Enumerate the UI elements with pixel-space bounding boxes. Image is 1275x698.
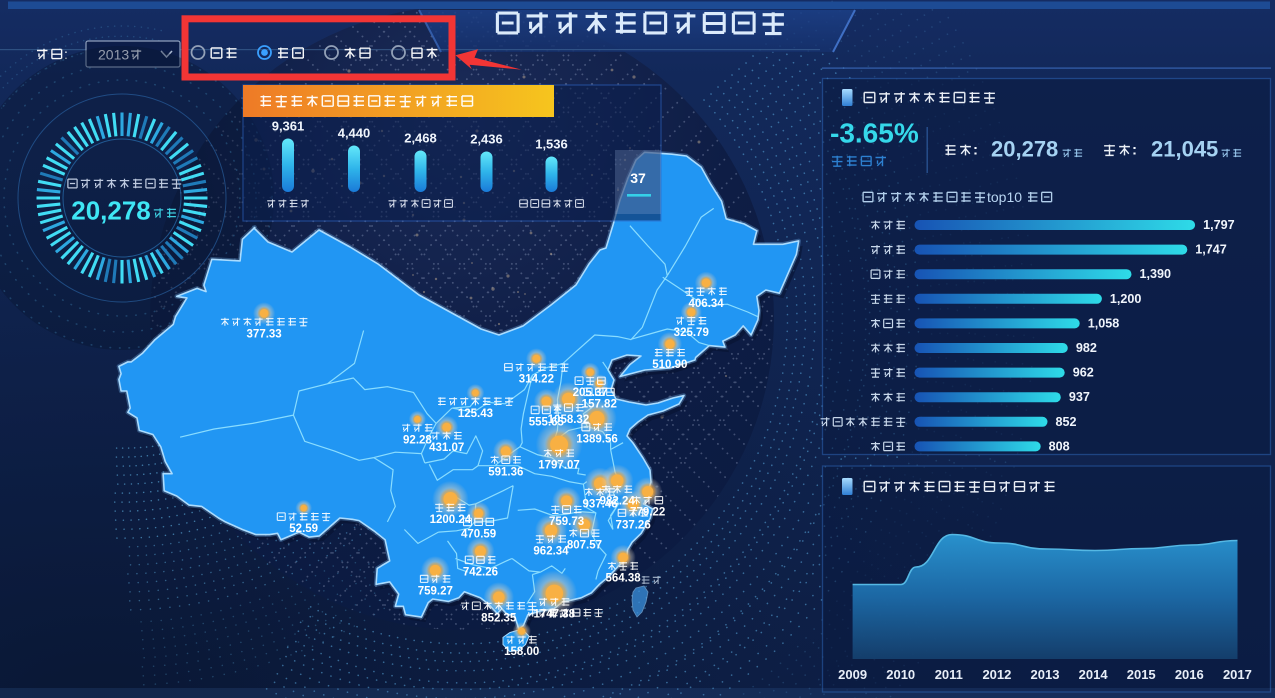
svg-text:2013: 2013 [98, 47, 129, 63]
svg-text:591.36: 591.36 [488, 466, 523, 478]
svg-text::: : [64, 46, 68, 62]
svg-text:1,200: 1,200 [1110, 292, 1142, 306]
svg-text:2011: 2011 [935, 667, 963, 682]
svg-text:808: 808 [1049, 439, 1070, 453]
svg-text:470.59: 470.59 [461, 528, 496, 540]
svg-text:-3.65%: -3.65% [830, 118, 919, 149]
svg-text:2016: 2016 [1175, 667, 1204, 682]
svg-text:205.37: 205.37 [573, 387, 608, 399]
svg-text:2013: 2013 [1031, 667, 1060, 682]
svg-text:2017: 2017 [1223, 667, 1252, 682]
svg-text:1797.07: 1797.07 [538, 460, 580, 472]
svg-text:2009: 2009 [838, 667, 867, 682]
svg-text:1,747: 1,747 [1195, 243, 1227, 257]
svg-text:937.46: 937.46 [582, 498, 617, 510]
svg-text:962.34: 962.34 [533, 545, 569, 557]
svg-text:top10: top10 [987, 189, 1022, 205]
svg-text:2014: 2014 [1079, 667, 1109, 682]
svg-text:2,436: 2,436 [470, 132, 503, 147]
svg-text:510.90: 510.90 [652, 359, 687, 371]
svg-text:1,536: 1,536 [535, 137, 568, 152]
svg-text:20,278: 20,278 [71, 196, 151, 226]
svg-text:2,468: 2,468 [404, 131, 437, 146]
svg-text:314.22: 314.22 [519, 374, 554, 386]
svg-text:2010: 2010 [886, 667, 915, 682]
svg-text:92.28: 92.28 [403, 434, 432, 446]
svg-text:1,390: 1,390 [1140, 267, 1172, 281]
svg-text:937: 937 [1069, 390, 1090, 404]
svg-text:21,045: 21,045 [1151, 137, 1218, 162]
svg-text:1200.24: 1200.24 [430, 514, 472, 526]
svg-text:982.24: 982.24 [600, 496, 636, 508]
svg-text:982: 982 [1076, 341, 1097, 355]
svg-text::: : [973, 142, 978, 159]
svg-text:125.43: 125.43 [458, 408, 493, 420]
svg-text:807.57: 807.57 [567, 540, 602, 552]
svg-text::: : [1132, 142, 1137, 159]
svg-text:2012: 2012 [982, 667, 1011, 682]
svg-text:1389.56: 1389.56 [576, 434, 618, 446]
svg-text:406.34: 406.34 [689, 298, 725, 310]
svg-text:9,361: 9,361 [272, 119, 305, 134]
svg-text:737.26: 737.26 [616, 519, 651, 531]
svg-text:962: 962 [1073, 366, 1094, 380]
svg-text:555.65: 555.65 [529, 416, 565, 428]
svg-text:742.26: 742.26 [463, 566, 498, 578]
svg-text:20,278: 20,278 [991, 137, 1058, 162]
svg-text:377.33: 377.33 [247, 328, 282, 340]
svg-text:325.79: 325.79 [674, 327, 709, 339]
svg-text:564.38: 564.38 [605, 572, 641, 584]
svg-text:1058.32: 1058.32 [548, 414, 590, 426]
svg-text:1,058: 1,058 [1088, 316, 1120, 330]
svg-text:759.73: 759.73 [549, 516, 584, 528]
svg-text:431.07: 431.07 [429, 442, 464, 454]
svg-text:2015: 2015 [1127, 667, 1156, 682]
svg-text:158.00: 158.00 [504, 646, 539, 658]
svg-text:52.59: 52.59 [289, 523, 318, 535]
svg-text:852.35: 852.35 [481, 612, 517, 624]
svg-text:37: 37 [630, 170, 646, 186]
svg-text:759.27: 759.27 [418, 585, 453, 597]
svg-text:157.82: 157.82 [582, 398, 617, 410]
svg-text:4,440: 4,440 [338, 126, 371, 141]
svg-text:1,797: 1,797 [1203, 218, 1235, 232]
svg-text:852: 852 [1056, 415, 1077, 429]
